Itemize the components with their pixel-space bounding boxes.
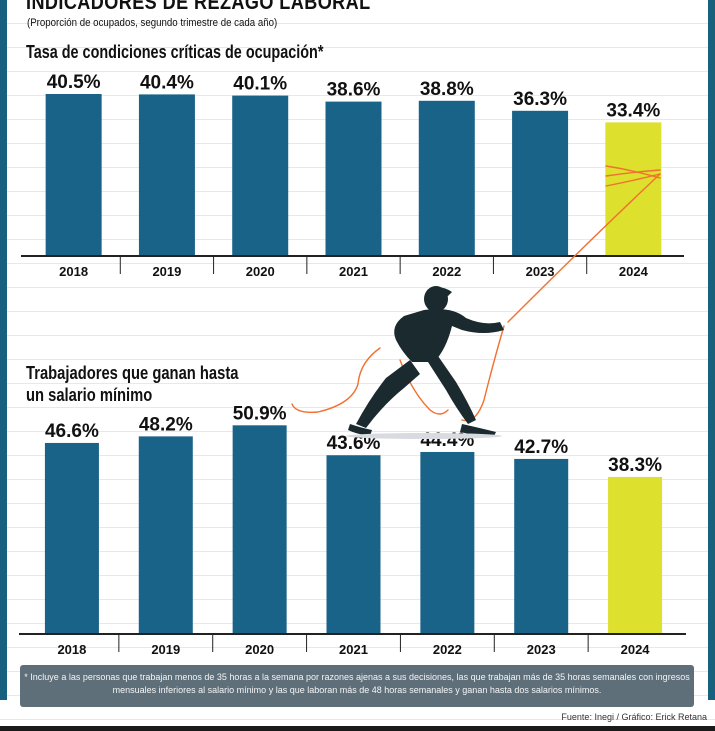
chart2-tick-label: 2018 <box>57 642 86 657</box>
chart2-bar-2019 <box>138 436 193 634</box>
frame-right-border <box>708 0 715 700</box>
chart1-tick-label: 2024 <box>619 264 649 279</box>
chart1-value-label: 33.4% <box>606 100 660 121</box>
chart1-value-label: 40.4% <box>140 72 194 93</box>
chart2-value-label: 43.6% <box>327 433 381 454</box>
chart2-value-label: 46.6% <box>45 421 99 442</box>
chart2-value-label: 42.7% <box>514 437 568 458</box>
source-credit: Fuente: Inegi / Gráfico: Erick Retana <box>561 712 707 722</box>
chart2-tick-label: 2022 <box>433 642 462 657</box>
chart2-tick-label: 2019 <box>151 642 180 657</box>
chart2-tick-label: 2023 <box>527 642 556 657</box>
chart1-tick-label: 2019 <box>152 264 181 279</box>
chart2-bar-2021 <box>326 455 381 634</box>
chart1-bar-2020 <box>232 95 289 256</box>
bottom-rule <box>0 726 715 731</box>
chart1-bar-2022 <box>418 100 475 256</box>
chart2-bar-2024 <box>608 476 663 634</box>
chart1-bar-2024 <box>605 122 662 257</box>
main-subtitle: (Proporción de ocupados, segundo trimest… <box>27 17 278 29</box>
chart1-bar-2019 <box>138 94 195 257</box>
chart1-value-label: 36.3% <box>513 89 567 110</box>
chart2-value-label: 44.4% <box>420 430 474 451</box>
chart2-title: Trabajadores que ganan hasta un salario … <box>26 363 239 405</box>
footnote-box: * Incluye a las personas que trabajan me… <box>20 665 694 707</box>
chart1-title: Tasa de condiciones críticas de ocupació… <box>26 42 324 62</box>
chart2-bar-2018 <box>44 442 99 634</box>
chart2-tick-label: 2024 <box>621 642 651 657</box>
chart1-tick-label: 2023 <box>526 264 555 279</box>
chart2-value-label: 48.2% <box>139 414 193 435</box>
chart2-bar-2022 <box>420 451 475 634</box>
chart1-tick-label: 2018 <box>59 264 88 279</box>
chart1-tick-label: 2020 <box>246 264 275 279</box>
chart1-bar-2021 <box>325 101 382 256</box>
chart2-bar-2023 <box>514 458 569 634</box>
footnote-text: * Incluye a las personas que trabajan me… <box>24 672 690 695</box>
chart1-bar-chart: 40.5% 2018 40.4% 2019 40.1% 2020 38.6% 2021 38.8… <box>21 72 684 279</box>
chart2-value-label: 50.9% <box>233 403 287 424</box>
chart1-value-label: 40.1% <box>233 74 287 95</box>
frame-left-border <box>0 0 7 700</box>
chart2-value-label: 38.3% <box>608 455 662 476</box>
chart2-tick-label: 2020 <box>245 642 274 657</box>
chart2-tick-label: 2021 <box>339 642 368 657</box>
chart1-tick-label: 2021 <box>339 264 368 279</box>
chart1-tick-label: 2022 <box>432 264 461 279</box>
chart2-bar-2020 <box>232 425 287 634</box>
chart1-value-label: 38.6% <box>327 80 381 101</box>
chart1-value-label: 38.8% <box>420 79 474 100</box>
chart1-bar-2023 <box>512 110 569 256</box>
main-title: INDICADORES DE REZAGO LABORAL <box>26 0 371 14</box>
chart2-bar-chart: 46.6% 2018 48.2% 2019 50.9% 2020 43.6% 2021 44.4… <box>19 403 686 657</box>
chart1-value-label: 40.5% <box>47 72 101 93</box>
chart1-bar-2018 <box>45 94 102 256</box>
